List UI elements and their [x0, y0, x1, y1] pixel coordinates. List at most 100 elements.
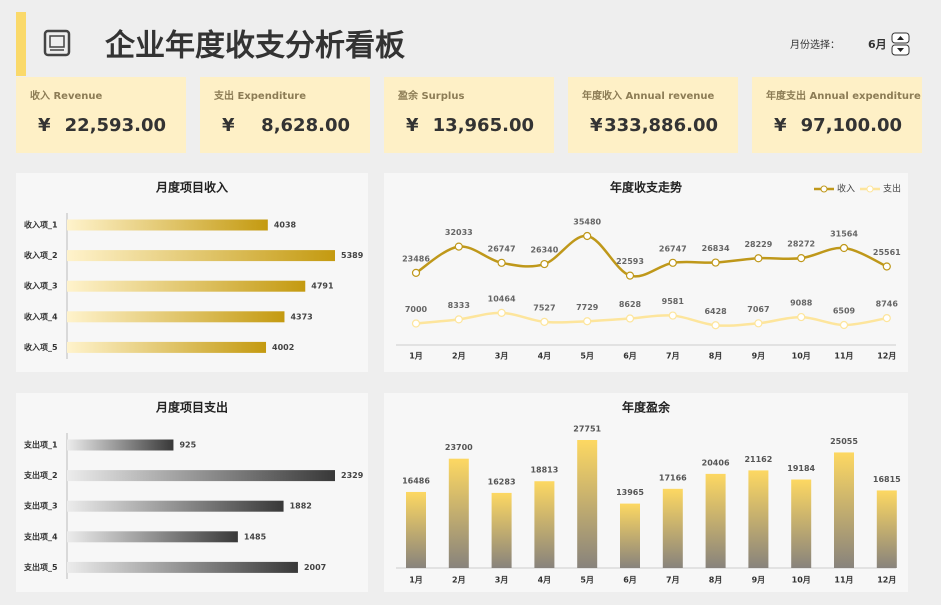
- category-label: 1月: [409, 576, 423, 585]
- bar: [67, 219, 268, 231]
- kpi-label: 支出 Expenditure: [213, 89, 306, 102]
- value-label: 31564: [830, 230, 858, 239]
- point: [540, 317, 549, 326]
- category-label: 5月: [580, 352, 594, 361]
- value-label: 7729: [576, 303, 599, 312]
- category-label: 支出项_1: [23, 440, 58, 450]
- value-label: 26747: [659, 244, 687, 253]
- kpi-card: [752, 77, 922, 153]
- category-label: 8月: [709, 576, 723, 585]
- kpi-label: 盈余 Surplus: [397, 89, 464, 102]
- value-label: 4791: [311, 282, 334, 291]
- point: [583, 231, 592, 241]
- point: [754, 319, 763, 328]
- point: [411, 319, 421, 328]
- point: [882, 262, 891, 271]
- point: [583, 317, 592, 326]
- value-label: 27751: [573, 425, 601, 434]
- value-label: 21162: [744, 455, 772, 464]
- value-label: 16815: [873, 475, 901, 484]
- kpi-card: [384, 77, 554, 153]
- chart-panel: [384, 173, 908, 372]
- value-label: 23486: [402, 254, 430, 263]
- value-label: 7527: [533, 303, 555, 312]
- point: [497, 258, 506, 267]
- value-label: 8628: [619, 300, 642, 309]
- chart-title: 年度盈余: [622, 400, 671, 415]
- kpi-value: 97,100.00: [801, 115, 902, 136]
- category-label: 2月: [452, 352, 466, 361]
- bar: [67, 341, 267, 353]
- category-label: 4月: [538, 576, 552, 585]
- kpi-currency: ¥: [406, 115, 419, 136]
- point: [668, 311, 677, 320]
- point: [454, 242, 463, 251]
- category-label: 3月: [495, 576, 509, 585]
- chart-title: 月度项目支出: [155, 400, 228, 415]
- value-label: 1485: [244, 532, 267, 541]
- category-label: 2月: [452, 576, 466, 585]
- value-label: 5389: [341, 251, 364, 260]
- category-label: 7月: [666, 576, 680, 585]
- category-label: 7月: [666, 352, 680, 361]
- kpi-currency: ¥: [222, 115, 235, 136]
- value-label: 22593: [616, 257, 644, 266]
- bar: [705, 473, 726, 568]
- category-label: 10月: [792, 576, 811, 585]
- chart-title: 年度收支走势: [610, 180, 682, 195]
- bar: [620, 503, 640, 568]
- value-label: 2007: [304, 563, 326, 572]
- point: [668, 258, 677, 267]
- point: [839, 320, 849, 330]
- kpi-label: 年度收入 Annual revenue: [582, 89, 714, 102]
- category-label: 收入项_3: [24, 281, 58, 291]
- point: [711, 321, 720, 330]
- category-label: 9月: [752, 352, 766, 361]
- chart-panel: [16, 173, 368, 372]
- category-label: 10月: [792, 352, 811, 361]
- point: [839, 243, 849, 253]
- icon-picture: [49, 35, 65, 48]
- bar: [876, 490, 897, 568]
- point: [454, 315, 463, 324]
- bar: [406, 491, 426, 568]
- category-label: 12月: [877, 576, 896, 585]
- value-label: 13965: [616, 488, 644, 497]
- kpi-card: [568, 77, 738, 153]
- accent-bar: [16, 12, 26, 76]
- month-spinner[interactable]: [891, 32, 910, 56]
- chart-title: 月度项目收入: [155, 180, 228, 195]
- icon-frame: [43, 29, 71, 57]
- category-label: 4月: [538, 352, 552, 361]
- bar: [534, 481, 555, 568]
- value-label: 16283: [488, 477, 516, 486]
- category-label: 1月: [409, 352, 423, 361]
- value-label: 28272: [787, 240, 815, 249]
- point: [754, 254, 763, 263]
- category-label: 6月: [623, 576, 637, 585]
- bar: [67, 500, 284, 512]
- bar: [67, 280, 306, 292]
- chart-panel: [16, 393, 368, 592]
- bar: [67, 250, 335, 262]
- category-label: 收入项_2: [24, 250, 58, 260]
- category-label: 5月: [580, 576, 594, 585]
- header-icon: [43, 29, 71, 57]
- value-label: 23700: [445, 443, 473, 452]
- value-label: 6509: [833, 307, 856, 316]
- point: [625, 314, 635, 323]
- bar: [67, 470, 335, 482]
- bar: [491, 492, 512, 568]
- point: [797, 312, 806, 322]
- point: [882, 314, 891, 323]
- kpi-label: 收入 Revenue: [30, 89, 103, 102]
- chart-panel: [384, 393, 908, 592]
- value-label: 9581: [662, 297, 685, 306]
- kpi-value: 8,628.00: [261, 115, 350, 136]
- value-label: 7067: [747, 305, 769, 314]
- kpi-value: 22,593.00: [65, 115, 166, 136]
- kpi-label: 年度支出 Annual expenditure: [766, 89, 921, 102]
- category-label: 11月: [834, 352, 853, 361]
- point: [625, 271, 635, 280]
- point: [497, 308, 506, 317]
